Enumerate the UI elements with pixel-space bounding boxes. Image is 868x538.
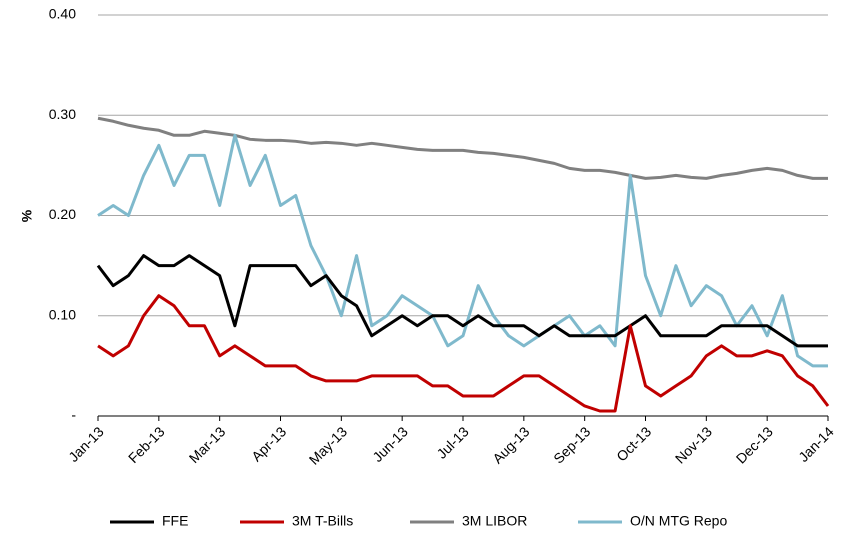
x-tick-label: Oct-13 — [613, 423, 654, 464]
legend-label: O/N MTG Repo — [630, 513, 727, 529]
x-tick-label: Mar-13 — [186, 423, 229, 466]
x-tick-label: Aug-13 — [489, 423, 532, 466]
x-tick-label: Feb-13 — [125, 423, 168, 466]
x-tick-label: Jan-14 — [795, 423, 837, 465]
y-tick-label: 0.10 — [49, 306, 76, 322]
legend-label: 3M LIBOR — [462, 513, 527, 529]
x-tick-label: Jan-13 — [65, 423, 107, 465]
series-line — [97, 116, 828, 180]
x-tick-label: Sep-13 — [550, 423, 593, 466]
y-tick-label: 0.20 — [49, 206, 76, 222]
x-tick-label: May-13 — [306, 423, 350, 467]
x-tick-label: Jun-13 — [369, 423, 411, 465]
y-tick-label: 0.40 — [49, 6, 76, 22]
y-tick-label: - — [71, 407, 76, 423]
series-line — [97, 133, 828, 368]
y-tick-label: 0.30 — [49, 106, 76, 122]
legend-label: FFE — [162, 513, 188, 529]
series-line — [97, 294, 830, 413]
x-tick-label: Dec-13 — [733, 423, 776, 466]
x-tick-label: Apr-13 — [248, 423, 289, 464]
legend-label: 3M T-Bills — [292, 513, 353, 529]
x-tick-label: Jul-13 — [433, 423, 471, 461]
y-axis-label: % — [19, 209, 35, 222]
x-tick-label: Nov-13 — [672, 423, 715, 466]
series-line — [96, 254, 828, 348]
